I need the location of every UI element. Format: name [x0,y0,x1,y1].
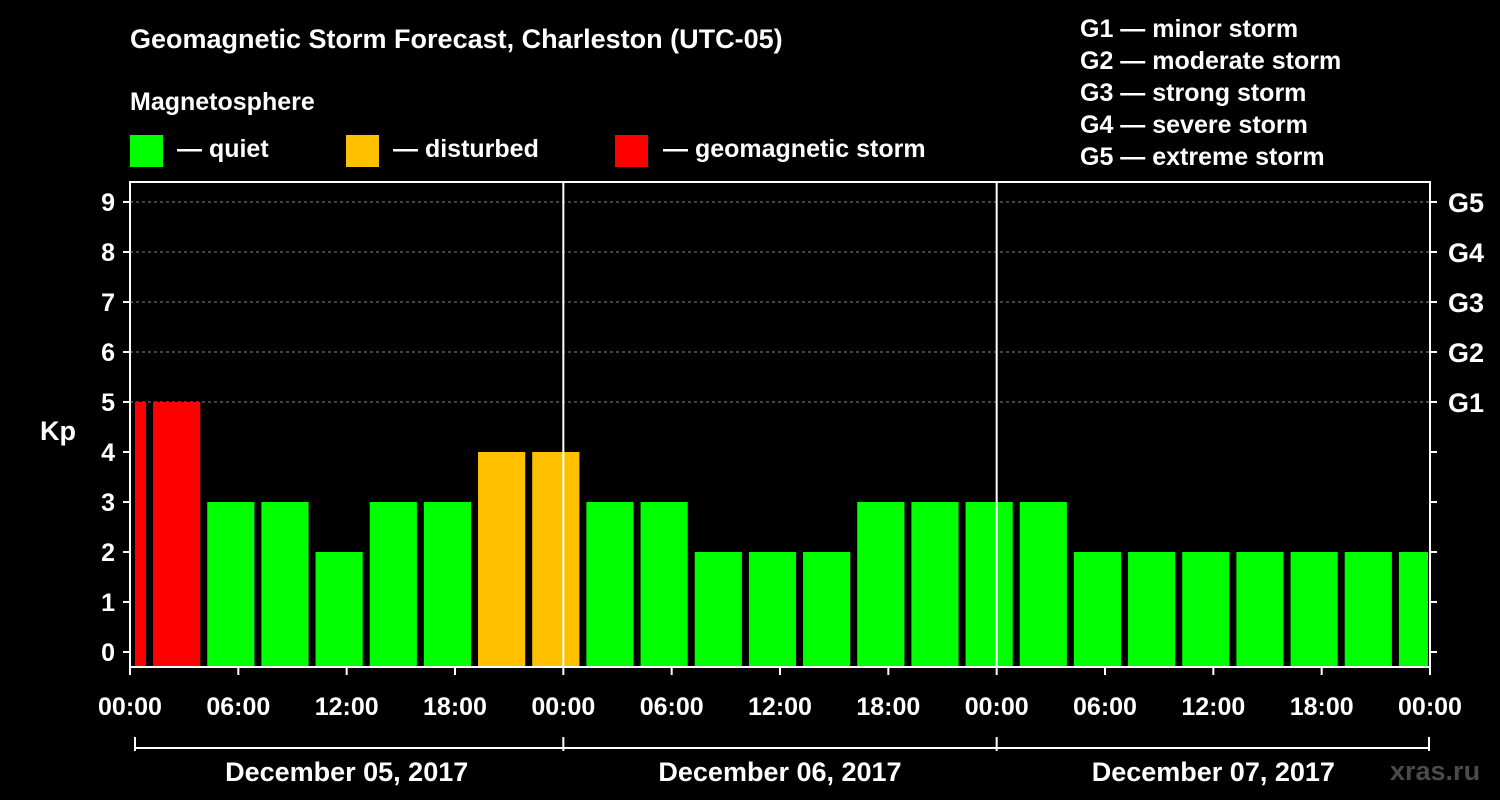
x-tick-label-3: 18:00 [423,693,487,721]
bar-4 [315,552,363,667]
bar-5 [369,502,417,667]
x-tick-label-0: 00:00 [98,693,162,721]
bar-19 [1128,552,1176,667]
storm-scale-g4: G4 — severe storm [1080,111,1308,139]
bar-24 [1398,552,1428,667]
storm-scale-legend: G1 — minor storm G2 — moderate storm G3 … [1080,15,1341,171]
x-tick-label-11: 18:00 [1290,693,1354,721]
storm-scale-g2: G2 — moderate storm [1080,47,1341,75]
bar-13 [803,552,851,667]
bar-18 [1073,552,1122,667]
x-tick-label-6: 12:00 [748,693,812,721]
x-tick-label-2: 12:00 [315,693,379,721]
bar-0 [135,402,147,667]
legend-title: Magnetosphere [130,88,315,116]
bar-2 [207,502,255,667]
storm-level-label-G1: G1 [1448,388,1484,418]
bar-10 [640,502,688,667]
date-label-2: December 07, 2017 [1092,757,1335,787]
storm-level-label-G3: G3 [1448,288,1484,318]
y-tick-label-7: 7 [101,289,115,317]
bar-8 [532,452,580,667]
legend-swatch-storm [615,135,648,167]
bar-12 [748,552,797,667]
legend-label-disturbed: — disturbed [393,135,539,163]
x-tick-label-5: 06:00 [640,693,704,721]
y-tick-label-6: 6 [101,339,115,367]
bar-6 [423,502,472,667]
legend-swatch-disturbed [346,135,379,167]
bar-20 [1182,552,1230,667]
bar-3 [261,502,309,667]
y-tick-label-9: 9 [101,189,115,217]
watermark: xras.ru [1390,756,1480,786]
x-tick-label-9: 06:00 [1073,693,1137,721]
y-tick-label-4: 4 [101,439,115,467]
legend-label-quiet: — quiet [177,135,269,163]
storm-scale-g3: G3 — strong storm [1080,79,1306,107]
storm-scale-g5: G5 — extreme storm [1080,143,1325,171]
y-tick-label-5: 5 [101,389,115,417]
date-label-1: December 06, 2017 [658,757,901,787]
bar-15 [911,502,959,667]
bar-16 [965,502,1013,667]
y-tick-label-8: 8 [101,239,115,267]
y-axis-label: Kp [40,416,76,446]
plot-area: 0 1 2 3 4 5 6 7 8 9 G1 G2 G3 G4 G5 00:00 06:00 12:00 18:00… [98,181,1484,787]
bar-7 [478,452,526,667]
y-tick-label-3: 3 [101,489,115,517]
bar-14 [857,502,905,667]
storm-level-label-G4: G4 [1448,238,1484,268]
bar-17 [1019,502,1067,667]
storm-level-label-G2: G2 [1448,338,1484,368]
x-tick-label-7: 18:00 [856,693,920,721]
bar-9 [586,502,634,667]
legend: — quiet — disturbed — geomagnetic storm [130,135,926,167]
x-tick-label-1: 06:00 [206,693,270,721]
chart-title: Geomagnetic Storm Forecast, Charleston (… [130,24,783,54]
bar-23 [1344,552,1392,667]
legend-swatch-quiet [130,135,163,167]
x-tick-label-8: 00:00 [965,693,1029,721]
y-tick-label-0: 0 [101,639,115,667]
y-tick-label-1: 1 [101,589,115,617]
date-label-0: December 05, 2017 [225,757,468,787]
storm-scale-g1: G1 — minor storm [1080,15,1298,43]
storm-level-label-G5: G5 [1448,188,1484,218]
y-tick-label-2: 2 [101,539,115,567]
bar-21 [1236,552,1284,667]
bar-1 [153,402,201,667]
bar-22 [1290,552,1338,667]
x-tick-label-4: 00:00 [531,693,595,721]
x-tick-label-10: 12:00 [1181,693,1245,721]
bar-11 [694,552,742,667]
legend-label-storm: — geomagnetic storm [663,135,926,163]
x-tick-label-12: 00:00 [1398,693,1462,721]
